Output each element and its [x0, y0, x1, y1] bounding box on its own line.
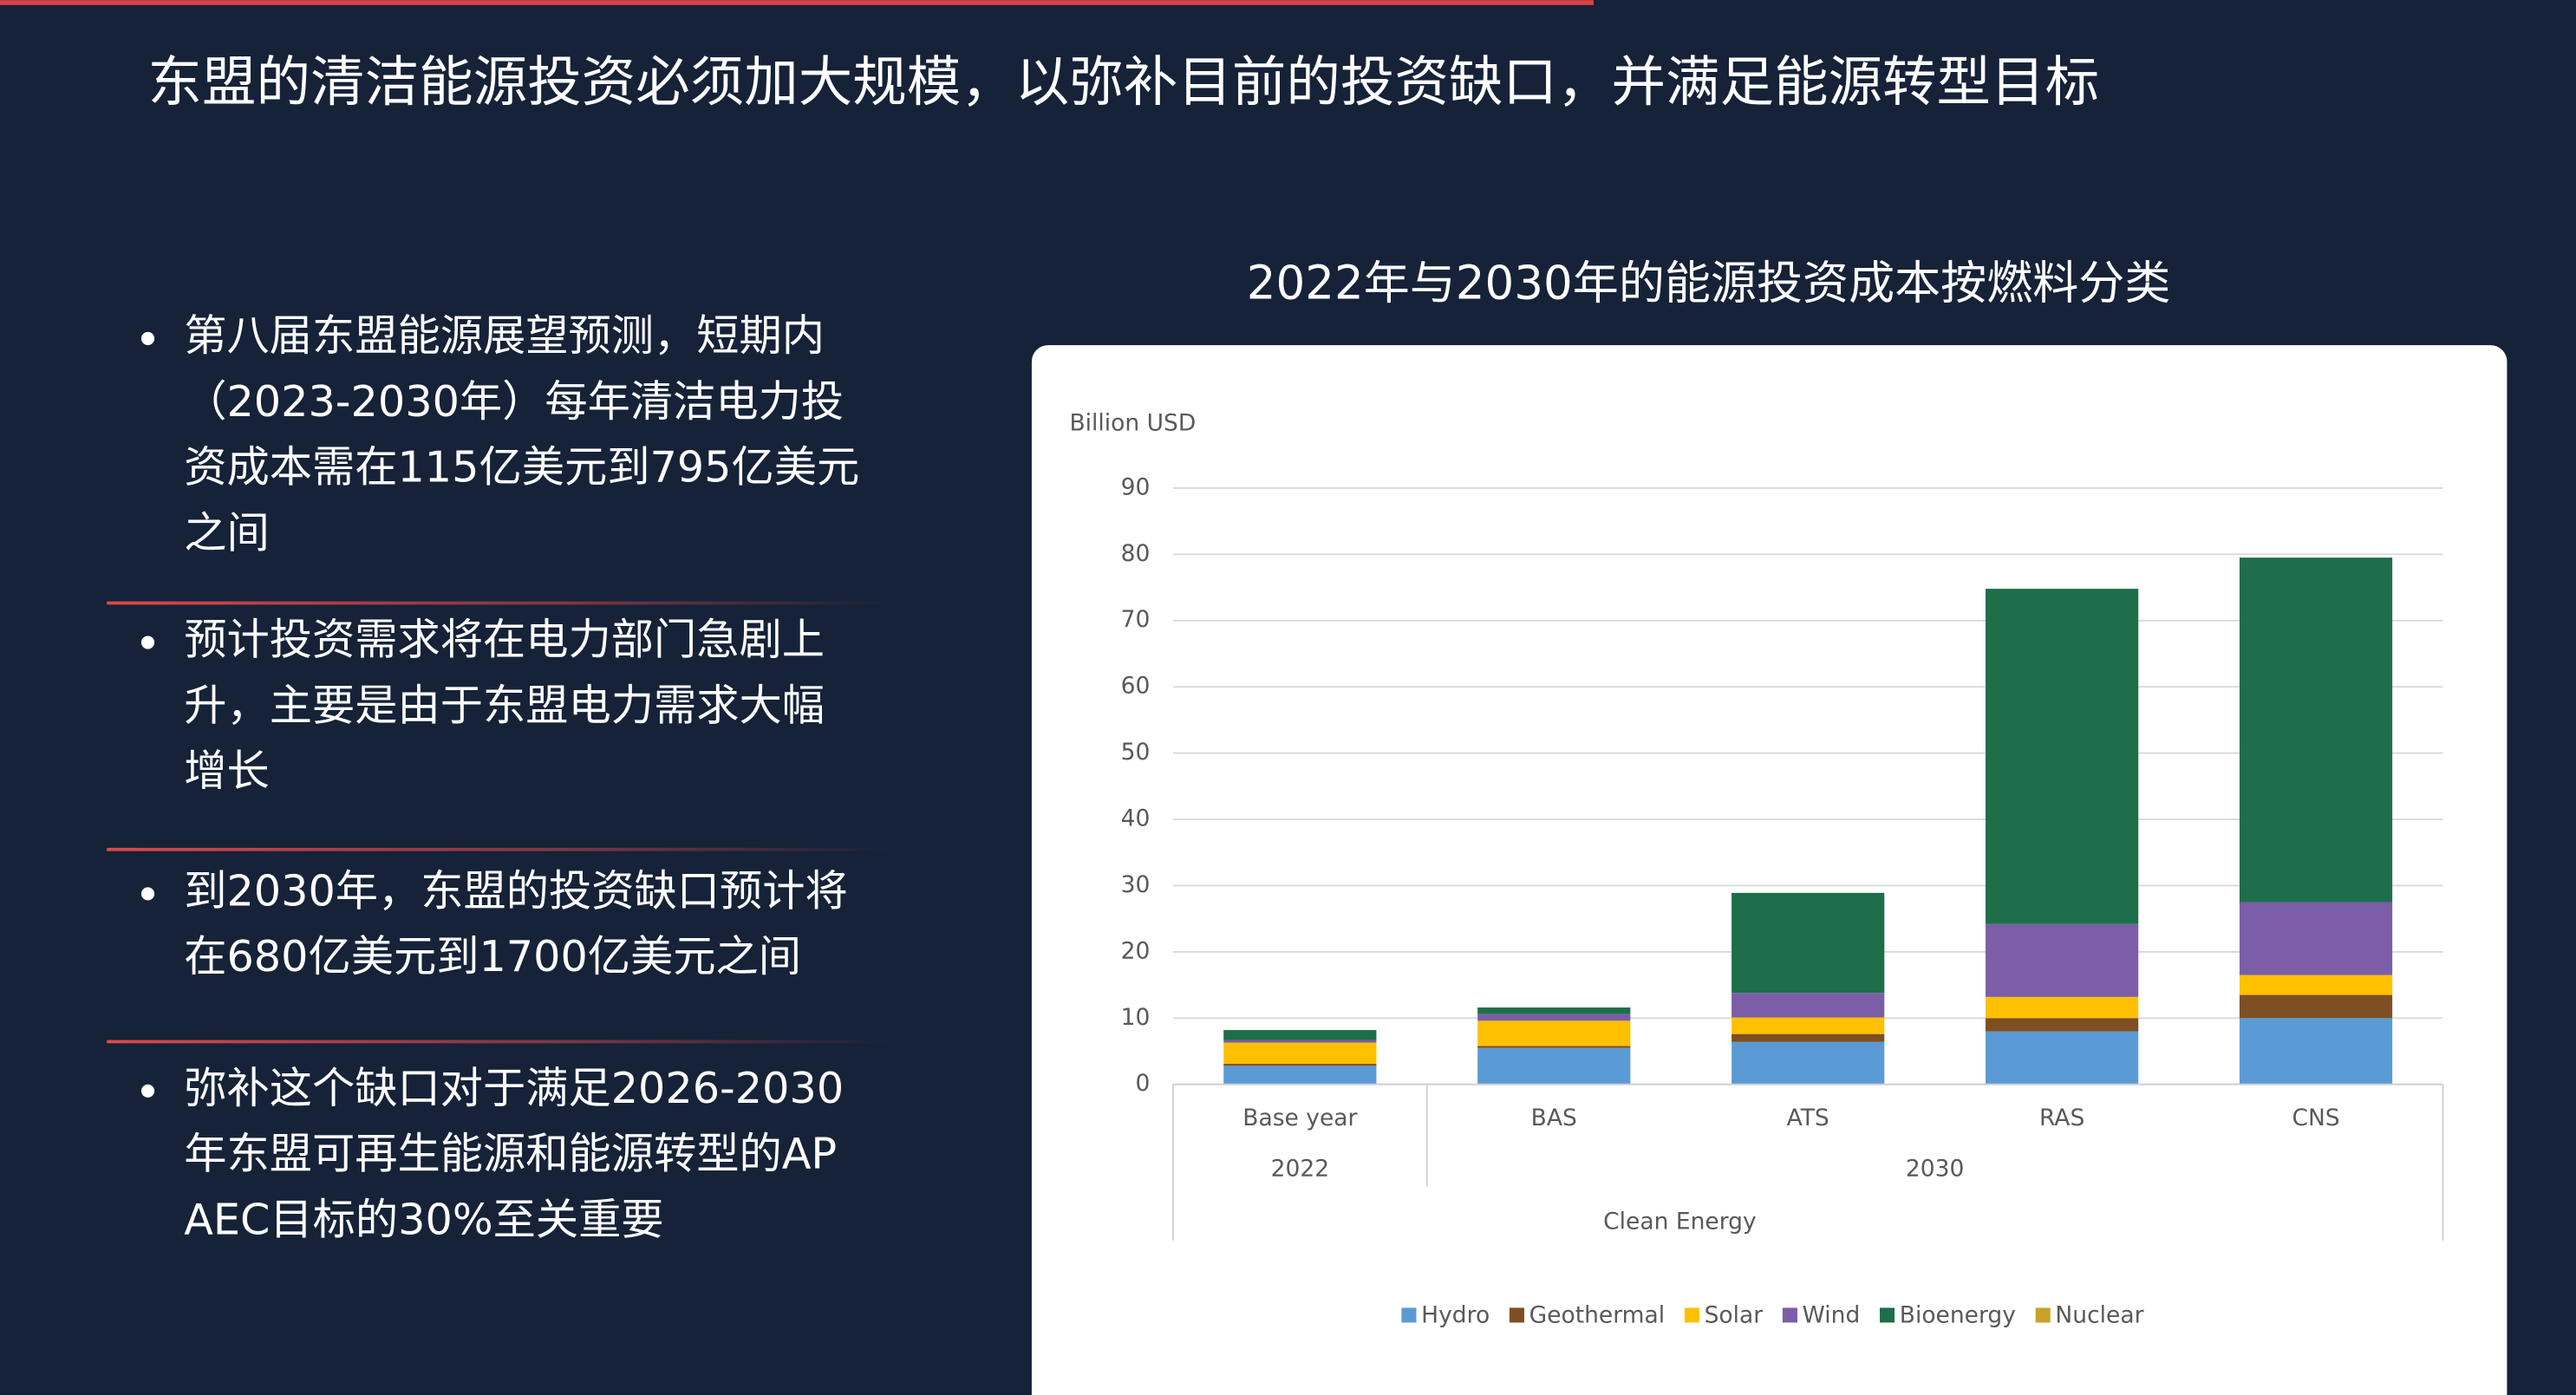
- x-group-label: 2022: [1271, 1156, 1329, 1183]
- divider: [107, 847, 896, 851]
- bar-segment: [2239, 994, 2393, 1019]
- bullet-dot: [140, 1084, 155, 1098]
- legend-label: Solar: [1705, 1301, 1764, 1328]
- legend-swatch: [1684, 1307, 1699, 1323]
- legend-label: Hydro: [1421, 1301, 1490, 1328]
- bullet-text: 到2030年，东盟的投资缺口预计将: [184, 865, 848, 916]
- bullet-text: 预计投资需求将在电力部门急剧上: [184, 615, 825, 665]
- bar-segment: [1477, 1014, 1631, 1021]
- bar-segment: [1731, 1017, 1885, 1034]
- bar-segment: [2239, 902, 2393, 975]
- legend-label: Bioenergy: [1900, 1301, 2016, 1328]
- bar-segment: [2239, 975, 2393, 995]
- bar-segment: [1986, 1018, 2139, 1032]
- bar-segment: [1477, 1047, 1631, 1085]
- bar-segment: [1223, 1042, 1377, 1065]
- bullet-dot: [140, 636, 155, 649]
- bullet-text: 资成本需在115亿美元到795亿美元: [184, 442, 859, 492]
- divider: [107, 601, 896, 605]
- legend-label: Geothermal: [1529, 1301, 1665, 1328]
- bar-segment: [1731, 892, 1885, 994]
- y-tick-label: 40: [1121, 805, 1151, 832]
- legend-swatch: [1401, 1307, 1417, 1323]
- y-axis-label: Billion USD: [1069, 410, 1196, 437]
- bullet-dot: [140, 331, 155, 346]
- bar-segment: [2239, 557, 2393, 903]
- y-tick-label: 50: [1121, 739, 1151, 766]
- bar-segment: [1986, 589, 2139, 924]
- bar-segment: [1223, 1040, 1377, 1043]
- x-axis-label: Clean Energy: [1603, 1208, 1757, 1235]
- x-tick-label: RAS: [2039, 1105, 2084, 1131]
- bar-segment: [1223, 1030, 1377, 1040]
- bar-segment: [1477, 1020, 1631, 1046]
- y-tick-label: 0: [1135, 1070, 1150, 1097]
- top-accent: [0, 0, 1594, 5]
- legend-swatch: [1782, 1307, 1797, 1323]
- x-group-label: 2030: [1906, 1156, 1964, 1183]
- legend-swatch: [2035, 1307, 2051, 1323]
- x-tick-label: CNS: [2292, 1105, 2339, 1131]
- bar-segment: [1986, 923, 2139, 997]
- bullet-text: （2023-2030年）每年清洁电力投: [184, 376, 844, 427]
- y-tick-label: 80: [1121, 540, 1151, 567]
- bullet-text: 升，主要是由于东盟电力需求大幅: [184, 680, 825, 730]
- bar-segment: [1477, 1007, 1631, 1014]
- bar-segment: [1731, 1033, 1885, 1042]
- bullet-text: 在680亿美元到1700亿美元之间: [184, 931, 801, 981]
- bullet-dot: [140, 887, 155, 901]
- chart-title: 2022年与2030年的能源投资成本按燃料分类: [1247, 257, 2171, 310]
- y-tick-label: 20: [1121, 937, 1151, 964]
- bullet-text: 第八届东盟能源展望预测，短期内: [184, 310, 825, 361]
- x-tick-label: ATS: [1787, 1105, 1829, 1131]
- slide-title: 东盟的清洁能源投资必须加大规模，以弥补目前的投资缺口，并满足能源转型目标: [148, 50, 2100, 114]
- bullet-list: 第八届东盟能源展望预测，短期内 （2023-2030年）每年清洁电力投资成本需在1…: [107, 310, 896, 1244]
- bar-segment: [1223, 1064, 1377, 1066]
- legend-label: Nuclear: [2055, 1301, 2143, 1328]
- bar-segment: [1731, 1041, 1885, 1085]
- y-tick-label: 70: [1121, 606, 1151, 633]
- legend-swatch: [1509, 1307, 1524, 1323]
- bar-segment: [1731, 993, 1885, 1018]
- y-tick-label: 60: [1121, 673, 1151, 700]
- y-tick-label: 90: [1121, 473, 1151, 500]
- bullet-text: 之间: [184, 507, 270, 557]
- bar-segment: [1223, 1066, 1377, 1085]
- legend-label: Wind: [1803, 1301, 1861, 1328]
- bullet-text: 年东盟可再生能源和能源转型的AP: [184, 1129, 837, 1179]
- bar-segment: [1477, 1046, 1631, 1048]
- bullet-text: 弥补这个缺口对于满足2026-2030: [184, 1063, 844, 1113]
- legend-swatch: [1880, 1307, 1895, 1323]
- bullet-text: AEC目标的30%至关重要: [184, 1194, 663, 1244]
- y-tick-label: 10: [1121, 1004, 1151, 1031]
- bar-segment: [2239, 1018, 2393, 1085]
- bar-segment: [1986, 996, 2139, 1019]
- bar-segment: [1986, 1031, 2139, 1085]
- y-tick-label: 30: [1121, 871, 1151, 898]
- bullet-text: 增长: [184, 746, 270, 796]
- divider: [107, 1040, 896, 1044]
- legend: Hydro Geothermal Solar Wind Bioenergy Nuclear: [1401, 1301, 2144, 1328]
- x-tick-label: BAS: [1531, 1105, 1577, 1131]
- x-tick-label: Base year: [1242, 1105, 1357, 1131]
